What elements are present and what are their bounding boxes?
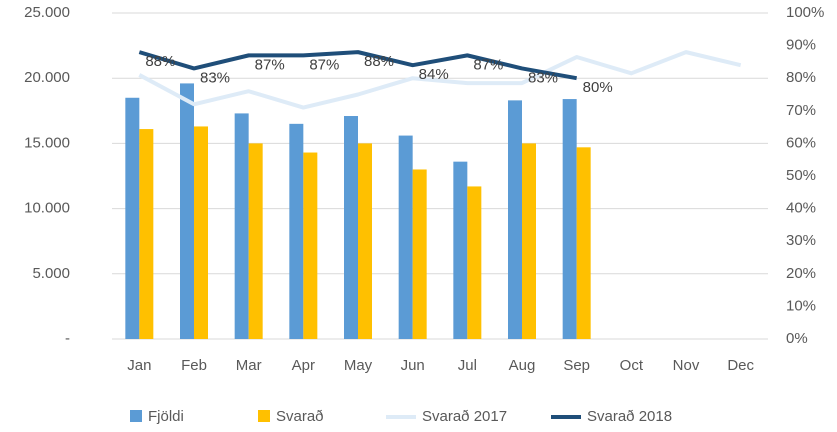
bar — [358, 143, 372, 339]
y-tick-label: 5.000 — [32, 265, 70, 282]
bar — [125, 97, 140, 339]
y-tick-label: 15.000 — [24, 134, 70, 151]
y2-tick-label: 100% — [786, 4, 824, 21]
data-label: 88% — [364, 53, 394, 70]
legend-label: Svarað — [276, 408, 324, 425]
bar — [412, 169, 427, 339]
bar — [562, 99, 577, 340]
y-tick-label: 25.000 — [24, 4, 70, 21]
x-tick-label: Mar — [236, 357, 262, 374]
bar — [344, 116, 358, 340]
legend-label: Svarað 2018 — [587, 408, 672, 425]
x-tick-label: Jan — [127, 357, 151, 374]
data-label: 87% — [255, 56, 285, 73]
data-label: 83% — [528, 69, 558, 86]
y-tick-label: 10.000 — [24, 200, 70, 217]
y2-tick-label: 40% — [786, 200, 816, 217]
legend-label: Fjöldi — [148, 408, 184, 425]
data-label: 80% — [583, 79, 613, 96]
y2-tick-label: 10% — [786, 297, 816, 314]
line-series — [138, 50, 742, 110]
x-tick-label: Jun — [401, 357, 425, 374]
bar — [194, 126, 208, 339]
bar — [139, 129, 154, 339]
y2-tick-label: 20% — [786, 265, 816, 282]
y2-tick-label: 0% — [786, 330, 808, 347]
x-tick-label: Sep — [563, 357, 590, 374]
bar — [289, 123, 304, 339]
bar — [508, 100, 522, 339]
bar — [453, 161, 468, 339]
bar — [398, 135, 413, 339]
y2-tick-label: 50% — [786, 167, 816, 184]
data-label: 84% — [419, 66, 449, 83]
bar — [248, 143, 263, 339]
bar — [234, 113, 249, 340]
x-tick-label: Dec — [727, 357, 754, 374]
y2-tick-label: 80% — [786, 69, 816, 86]
bar — [522, 143, 536, 339]
x-tick-label: Jul — [458, 357, 477, 374]
data-label: 87% — [473, 56, 503, 73]
bar — [180, 83, 194, 339]
data-label: 88% — [145, 53, 175, 70]
bar — [467, 186, 482, 339]
y-tick-label: 20.000 — [24, 69, 70, 86]
y2-tick-label: 90% — [786, 37, 816, 54]
y2-tick-label: 30% — [786, 232, 816, 249]
legend-swatch — [258, 410, 270, 422]
y2-tick-label: 60% — [786, 134, 816, 151]
data-label: 83% — [200, 69, 230, 86]
bar — [576, 147, 591, 339]
y2-tick-label: 70% — [786, 102, 816, 119]
legend-label: Svarað 2017 — [422, 408, 507, 425]
x-tick-label: Feb — [181, 357, 207, 374]
data-label: 87% — [309, 56, 339, 73]
x-tick-label: Apr — [292, 357, 315, 374]
x-tick-label: Aug — [509, 357, 536, 374]
y-tick-label: - — [65, 330, 70, 347]
x-tick-label: May — [344, 357, 373, 374]
line-series — [138, 50, 578, 81]
x-tick-label: Nov — [673, 357, 700, 374]
x-tick-label: Oct — [620, 357, 644, 374]
bar — [303, 152, 318, 339]
legend-swatch — [130, 410, 142, 422]
